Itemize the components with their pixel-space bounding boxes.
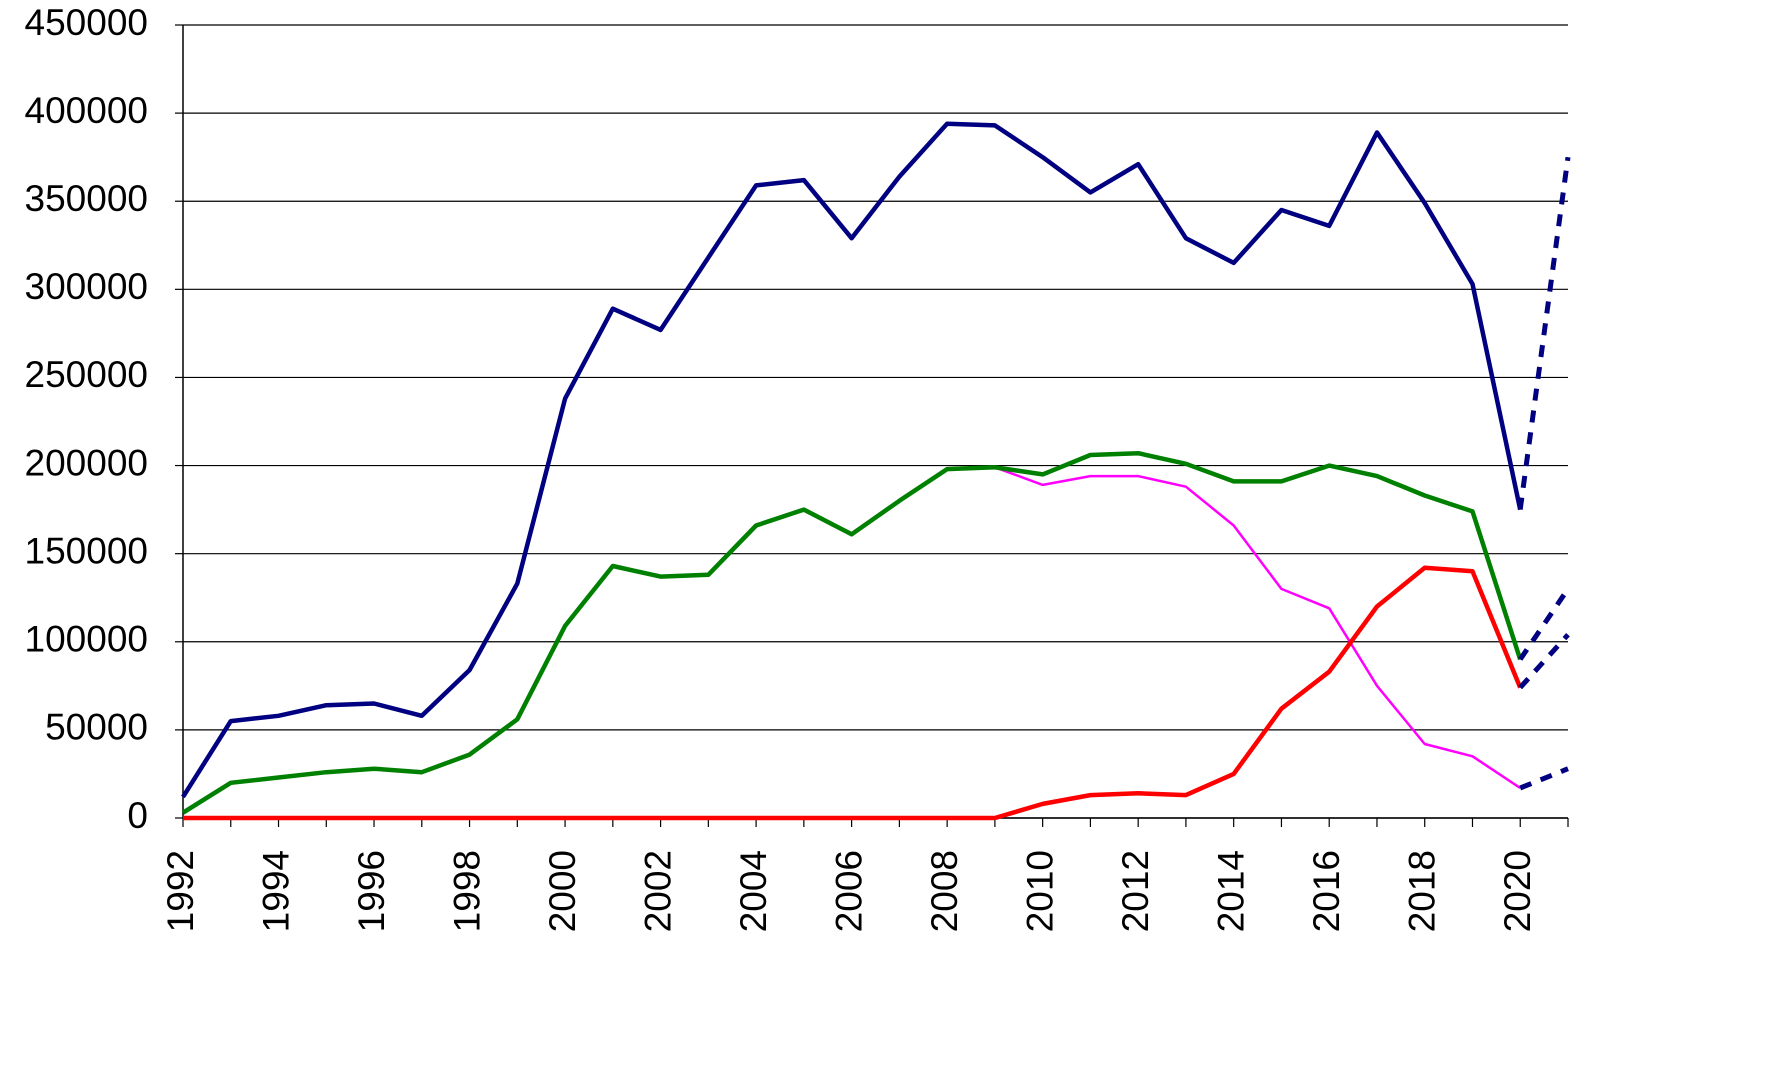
x-tick-label: 2010 bbox=[1019, 850, 1060, 932]
y-tick-label: 50000 bbox=[45, 707, 148, 748]
x-tick-label: 2012 bbox=[1115, 850, 1156, 932]
series-line bbox=[181, 121, 1523, 799]
x-tick-label: 1996 bbox=[351, 850, 392, 932]
series-line bbox=[1519, 766, 1569, 791]
y-tick-label: 400000 bbox=[25, 90, 148, 131]
x-tick-label: 2002 bbox=[637, 850, 678, 932]
y-tick-label: 100000 bbox=[25, 619, 148, 660]
series-line bbox=[183, 565, 1523, 821]
y-tick-label: 350000 bbox=[25, 178, 148, 219]
x-tick-label: 2006 bbox=[828, 850, 869, 932]
series-line bbox=[1518, 587, 1571, 661]
y-tick-label: 150000 bbox=[25, 530, 148, 571]
x-tick-label: 2018 bbox=[1402, 850, 1443, 932]
y-tick-label: 300000 bbox=[25, 266, 148, 307]
x-tick-label: 2008 bbox=[924, 850, 965, 932]
series-line bbox=[1518, 633, 1570, 690]
y-tick-label: 200000 bbox=[25, 442, 148, 483]
series-line bbox=[181, 450, 1523, 815]
series-line bbox=[1517, 156, 1571, 510]
x-tick-label: 1998 bbox=[446, 850, 487, 932]
y-tick-label: 0 bbox=[127, 795, 148, 836]
series-line bbox=[994, 466, 1521, 790]
y-tick-label: 450000 bbox=[25, 2, 148, 43]
x-tick-label: 2016 bbox=[1306, 850, 1347, 932]
x-tick-label: 2014 bbox=[1210, 850, 1251, 932]
x-tick-label: 2020 bbox=[1497, 850, 1538, 932]
y-tick-label: 250000 bbox=[25, 354, 148, 395]
x-tick-label: 2000 bbox=[542, 850, 583, 932]
x-tick-label: 2004 bbox=[733, 850, 774, 932]
x-tick-label: 1994 bbox=[255, 850, 296, 932]
x-tick-label: 1992 bbox=[160, 850, 201, 932]
